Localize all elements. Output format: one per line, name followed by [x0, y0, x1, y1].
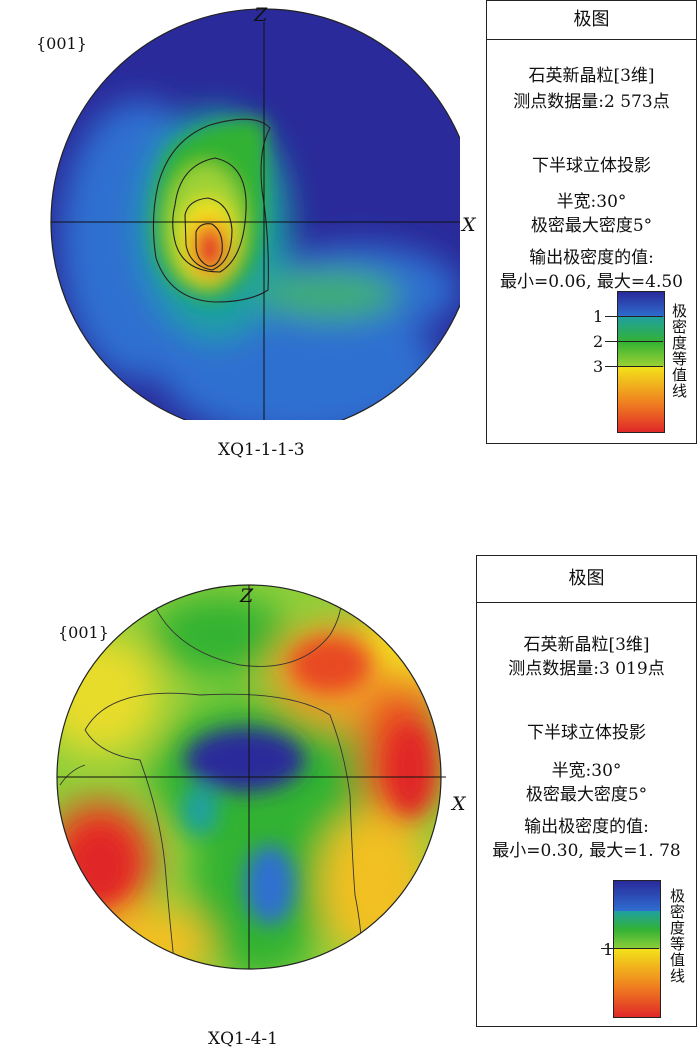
colorbar-label-1: 1 — [593, 307, 604, 326]
output-text-2: 输出极密度的值: — [524, 817, 649, 837]
mineral-text-1: 石英新晶粒[3维] — [528, 66, 655, 86]
stereonet-1 — [50, 8, 460, 420]
projection-text-1: 下半球立体投影 — [532, 156, 651, 176]
colorbar-tick-3 — [605, 366, 663, 367]
colorbar-tick-1 — [605, 316, 663, 317]
points-text-1: 测点数据量:2 573点 — [513, 92, 670, 112]
colorbar-tick-2 — [605, 341, 663, 342]
colorbar-label-2-1: 1 — [603, 940, 614, 959]
mineral-text-2: 石英新晶粒[3维] — [523, 635, 650, 655]
minmax-text-1: 最小=0.06, 最大=4.50 — [500, 272, 683, 292]
points-text-2: 测点数据量:3 019点 — [508, 659, 665, 679]
pole-density-text-2: 极密最大密度5° — [525, 785, 648, 805]
output-text-1: 输出极密度的值: — [529, 248, 654, 268]
colorbar-label-2: 2 — [593, 332, 604, 351]
pole-density-text-1: 极密最大密度5° — [530, 216, 653, 236]
contour-lines-2 — [59, 589, 363, 969]
colorbar-label-3: 3 — [593, 357, 604, 376]
x-axis-label-2: X — [452, 793, 466, 815]
half-width-text-1: 半宽:30° — [556, 192, 627, 212]
density-field-1 — [51, 9, 460, 420]
x-axis-label-1: X — [462, 214, 476, 236]
legend-panel-2: 极图 石英新晶粒[3维] 测点数据量:3 019点 下半球立体投影 半宽:30°… — [476, 555, 697, 1027]
stereonet-outline-2 — [56, 584, 442, 970]
panel-title-2: 极图 — [477, 556, 696, 603]
colorbar-2 — [613, 880, 661, 1018]
plane-label-2: {001} — [58, 623, 109, 642]
half-width-text-2: 半宽:30° — [551, 761, 622, 781]
sample-label-1: XQ1-1-1-3 — [218, 440, 305, 460]
colorbar-title-1: 极密度等值线 — [670, 303, 688, 399]
colorbar-title-2: 极密度等值线 — [668, 888, 686, 984]
panel-title-1: 极图 — [487, 1, 696, 40]
z-axis-label-1: Z — [254, 4, 268, 26]
colorbar-1 — [617, 291, 665, 433]
plane-label-1: {001} — [36, 34, 87, 53]
colorbar-tick-2-1 — [601, 948, 659, 949]
sample-label-2: XQ1-4-1 — [208, 1029, 278, 1049]
contour-lines-1 — [152, 118, 271, 303]
stereonet-outline-1 — [50, 8, 460, 420]
pole-figure-2: Z X {001} XQ1-4-1 极图 石英新晶粒[3维] 测点数据量:3 0… — [0, 555, 700, 1053]
legend-panel-1: 极图 石英新晶粒[3维] 测点数据量:2 573点 下半球立体投影 半宽:30°… — [486, 0, 697, 444]
projection-text-2: 下半球立体投影 — [527, 723, 646, 743]
minmax-text-2: 最小=0.30, 最大=1. 78 — [492, 841, 681, 861]
z-axis-label-2: Z — [240, 585, 254, 607]
stereonet-2 — [56, 584, 446, 970]
pole-figure-1: Z X {001} XQ1-1-1-3 极图 石英新晶粒[3维] 测点数据量:2… — [0, 0, 700, 470]
